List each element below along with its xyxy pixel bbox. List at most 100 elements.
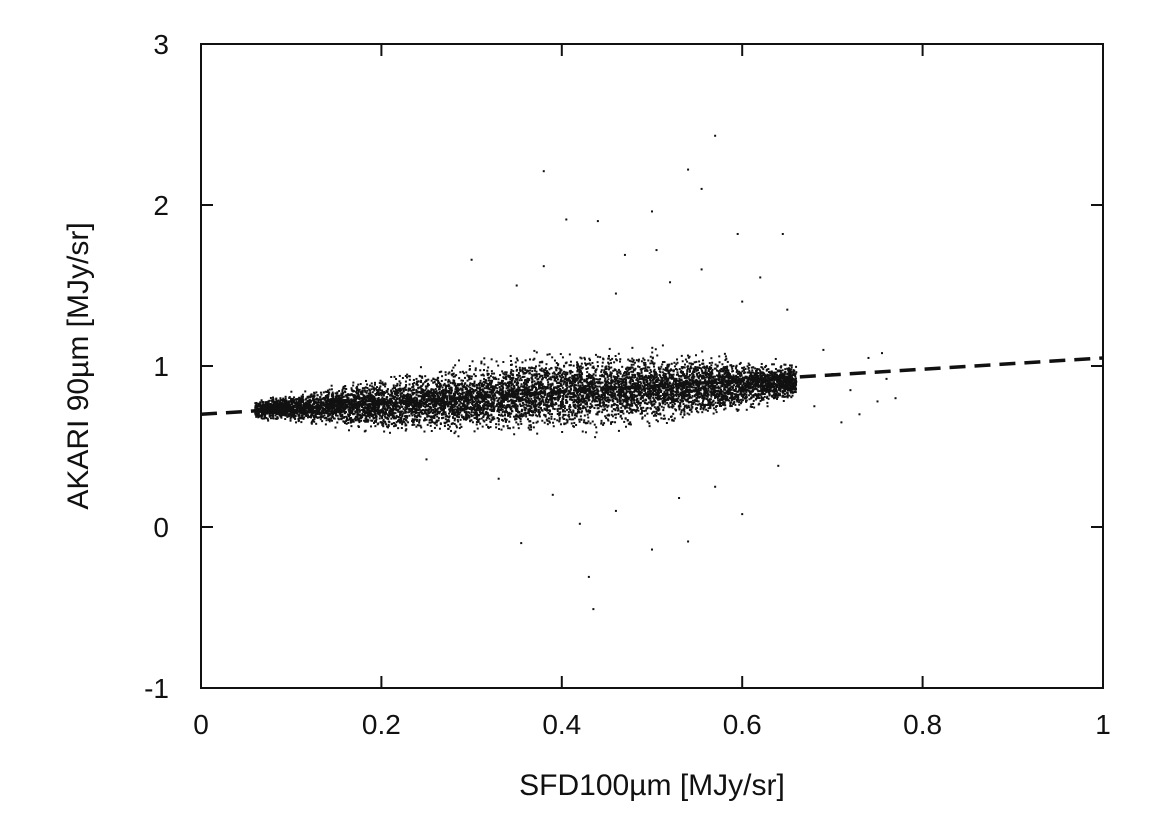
data-point: [391, 411, 394, 414]
data-point: [538, 415, 541, 418]
data-point: [794, 375, 797, 378]
data-point: [610, 394, 613, 397]
data-point: [447, 379, 450, 382]
data-point: [427, 378, 430, 381]
data-point: [637, 392, 640, 395]
data-point: [435, 424, 438, 427]
data-point: [745, 384, 748, 387]
data-point: [722, 383, 725, 386]
data-point: [550, 417, 553, 420]
data-point: [679, 403, 682, 406]
data-point: [269, 406, 272, 409]
data-point: [548, 368, 551, 371]
data-point: [538, 373, 541, 376]
data-point: [572, 396, 575, 399]
data-point: [523, 398, 526, 401]
data-point: [324, 390, 327, 393]
data-point: [591, 405, 594, 408]
data-point: [314, 415, 317, 418]
data-point: [649, 355, 652, 358]
data-point: [576, 405, 579, 408]
data-point: [660, 405, 663, 408]
data-point: [512, 390, 515, 393]
data-point: [601, 401, 604, 404]
data-point: [473, 380, 476, 383]
data-point: [461, 370, 464, 373]
data-point: [518, 410, 521, 413]
data-point: [341, 390, 344, 393]
data-point: [510, 391, 513, 394]
data-point: [734, 367, 737, 370]
data-point: [482, 408, 485, 411]
data-point: [296, 401, 299, 404]
data-point: [331, 399, 334, 402]
data-point: [574, 387, 577, 390]
data-point: [476, 392, 479, 395]
data-point: [633, 408, 636, 411]
data-point: [611, 420, 614, 423]
data-point: [697, 400, 700, 403]
data-point: [365, 420, 368, 423]
data-point: [477, 387, 480, 390]
data-point: [508, 376, 511, 379]
data-point: [395, 384, 398, 387]
data-point: [507, 400, 510, 403]
data-point: [369, 389, 372, 392]
data-point: [481, 383, 484, 386]
data-point: [551, 382, 554, 385]
data-point: [319, 398, 322, 401]
data-point: [651, 351, 654, 354]
data-point: [457, 420, 460, 423]
data-point: [646, 412, 649, 415]
data-point: [401, 392, 404, 395]
data-point: [324, 401, 327, 404]
data-point: [740, 374, 743, 377]
data-point: [681, 371, 684, 374]
data-point: [474, 402, 477, 405]
data-point: [776, 391, 779, 394]
data-point: [682, 393, 685, 396]
data-point: [420, 404, 423, 407]
data-point: [647, 387, 650, 390]
data-point: [322, 391, 325, 394]
data-point: [390, 375, 393, 378]
data-point: [695, 383, 698, 386]
data-point: [753, 372, 756, 375]
data-point: [543, 371, 546, 374]
data-point: [699, 389, 702, 392]
data-point: [515, 397, 518, 400]
data-point: [554, 398, 557, 401]
data-point: [339, 413, 342, 416]
data-point: [589, 359, 592, 362]
data-point: [532, 426, 535, 429]
data-point: [639, 368, 642, 371]
data-point: [469, 399, 472, 402]
data-point: [760, 396, 763, 399]
data-point: [358, 395, 361, 398]
data-point: [624, 396, 627, 399]
data-point: [464, 388, 467, 391]
data-point: [693, 394, 696, 397]
data-point: [646, 366, 649, 369]
data-point: [564, 422, 567, 425]
data-point: [555, 373, 558, 376]
data-point: [457, 359, 460, 362]
data-point: [398, 374, 401, 377]
data-point: [374, 408, 377, 411]
data-point: [523, 403, 526, 406]
data-point: [379, 409, 382, 412]
data-point: [386, 406, 389, 409]
data-point: [325, 402, 328, 405]
data-point: [415, 425, 418, 428]
data-point: [343, 412, 346, 415]
data-point: [435, 401, 438, 404]
data-point: [661, 361, 664, 364]
data-point: [619, 370, 622, 373]
data-point: [628, 366, 631, 369]
data-point: [543, 389, 546, 392]
data-point: [746, 371, 749, 374]
data-point: [530, 410, 533, 413]
data-point: [331, 402, 334, 405]
data-point: [698, 389, 701, 392]
data-point: [320, 393, 323, 396]
